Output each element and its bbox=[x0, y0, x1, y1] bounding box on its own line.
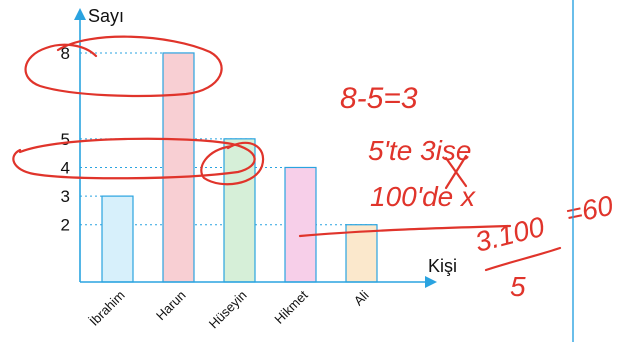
y-tick-label: 8 bbox=[61, 44, 70, 63]
bar bbox=[162, 52, 195, 283]
circle-mark-hüseyin-top bbox=[200, 141, 265, 186]
circle-mark-5 bbox=[12, 137, 256, 180]
x-tick-labels: İbrahim Harun Hüseyin Hikmet Ali bbox=[86, 287, 371, 331]
fraction-bar bbox=[484, 246, 562, 272]
ink-line-1: 8-5=3 bbox=[340, 82, 418, 115]
y-tick-label: 4 bbox=[61, 158, 70, 177]
y-axis-title: Sayı bbox=[88, 6, 124, 26]
y-tick-label: 3 bbox=[61, 187, 70, 206]
x-tick-label: Ali bbox=[351, 287, 372, 308]
bar bbox=[345, 224, 378, 283]
ink-fraction-result: =60 bbox=[563, 190, 616, 230]
y-axis-arrow bbox=[74, 8, 86, 20]
x-tick-label: Hikmet bbox=[271, 287, 310, 326]
x-tick-label: Harun bbox=[153, 288, 189, 324]
x-tick-label: Hüseyin bbox=[206, 288, 250, 332]
y-tick-label: 2 bbox=[61, 216, 70, 235]
underline-mark bbox=[298, 224, 512, 238]
x-tick-label: İbrahim bbox=[86, 288, 127, 329]
cross-mark bbox=[444, 154, 468, 190]
ink-line-2: 5'te 3ise bbox=[368, 135, 471, 166]
y-tick-labels: 2 3 4 5 8 bbox=[61, 44, 70, 235]
x-axis-arrow bbox=[425, 276, 437, 288]
x-axis-title: Kişi bbox=[428, 256, 457, 276]
y-tick-label: 5 bbox=[61, 130, 70, 149]
circle-mark-8 bbox=[24, 35, 223, 98]
ink-line-3: 100'de x bbox=[370, 181, 476, 212]
bar bbox=[101, 195, 134, 283]
ink-fraction-numerator: 3.100 bbox=[472, 211, 548, 258]
ink-fraction-denominator: 5 bbox=[510, 271, 526, 302]
bars bbox=[101, 52, 378, 283]
bar bbox=[284, 166, 317, 283]
bar bbox=[223, 138, 256, 283]
